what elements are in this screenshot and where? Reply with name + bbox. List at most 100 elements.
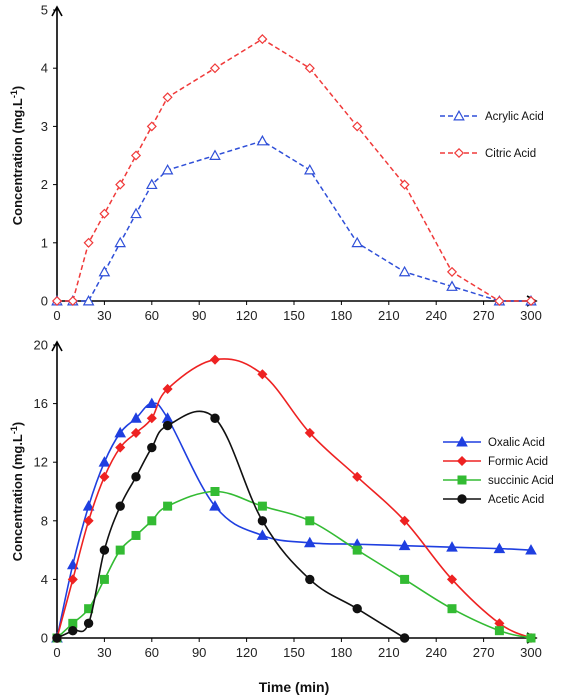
citric-acid-point bbox=[83, 237, 94, 248]
citric-acid-line bbox=[57, 38, 531, 302]
citric-acid-point bbox=[352, 121, 363, 132]
acrylic-acid-point bbox=[145, 178, 158, 190]
oxalic-acid-point bbox=[114, 426, 127, 438]
x-tick-label: 210 bbox=[378, 308, 400, 323]
oxalic-acid-point bbox=[130, 412, 142, 423]
formic-acid-point bbox=[99, 471, 110, 482]
x-tick-label: 60 bbox=[145, 308, 159, 323]
formic-acid-point bbox=[209, 354, 221, 365]
chart-panel-2: 0 30 60 90 120 150 180 210 240 270 300 0 4 8 12 16 20 Con… bbox=[9, 338, 554, 696]
acrylic-acid-point bbox=[351, 236, 364, 248]
oxalic-acid-point bbox=[66, 558, 79, 570]
oxalic-acid-point bbox=[525, 544, 537, 555]
y-tick-label: 4 bbox=[41, 61, 48, 76]
formic-acid-point bbox=[399, 515, 410, 526]
acetic-acid-point bbox=[257, 516, 268, 526]
citric-acid-point bbox=[209, 63, 221, 74]
chart-panel-1: 0 30 60 90 120 150 180 210 240 270 300 0 1 2 3 4 5 Concen… bbox=[9, 3, 544, 324]
formic-acid-point bbox=[304, 427, 315, 438]
y-tick-label: 0 bbox=[41, 631, 48, 646]
succinic-acid-point bbox=[147, 516, 157, 526]
y-tick-label: 2 bbox=[41, 177, 48, 192]
legend-label: Acetic Acid bbox=[488, 494, 544, 506]
citric-acid-point bbox=[399, 179, 410, 190]
formic-acid-point bbox=[115, 442, 126, 453]
acrylic-acid-point bbox=[82, 294, 95, 306]
y-tick-label: 12 bbox=[34, 455, 48, 470]
citric-acid-point bbox=[67, 295, 78, 307]
x-tick-label: 300 bbox=[520, 645, 542, 660]
oxalic-acid-point bbox=[82, 500, 95, 511]
legend-item-citric-acid: Citric Acid bbox=[440, 147, 536, 160]
legend-label: succinic Acid bbox=[488, 475, 554, 487]
acrylic-acid-point bbox=[209, 149, 221, 160]
oxalic-acid-point bbox=[303, 536, 316, 548]
x-tick-label: 0 bbox=[53, 645, 60, 660]
succinic-acid-point bbox=[115, 545, 125, 555]
acetic-acid-point bbox=[52, 633, 62, 643]
succinic-acid-point bbox=[99, 574, 109, 584]
x-tick-label: 210 bbox=[378, 645, 400, 660]
x-tick-label: 150 bbox=[283, 645, 305, 660]
legend-item-succinic-acid: succinic Acid bbox=[443, 475, 554, 487]
oxalic-acid-point bbox=[398, 539, 411, 551]
formic-acid-point bbox=[83, 515, 94, 526]
y-tick-label: 4 bbox=[41, 572, 48, 587]
series-citric-acid bbox=[51, 34, 537, 307]
acrylic-acid-point bbox=[303, 164, 316, 175]
succinic-acid-point bbox=[526, 633, 536, 643]
y-tick-label: 0 bbox=[41, 294, 48, 309]
x-tick-label: 120 bbox=[236, 645, 258, 660]
x-tick-label: 270 bbox=[473, 645, 495, 660]
citric-acid-point bbox=[146, 121, 157, 132]
oxalic-acid-point bbox=[161, 412, 174, 423]
succinic-acid-point bbox=[352, 545, 362, 555]
x-tick-label: 240 bbox=[425, 645, 447, 660]
citric-acid-point bbox=[99, 208, 110, 219]
series-acetic-acid bbox=[52, 410, 410, 643]
succinic-acid-point bbox=[257, 501, 267, 511]
legend-item-acrylic-acid: Acrylic Acid bbox=[440, 109, 544, 123]
y-tick-label: 16 bbox=[34, 396, 48, 411]
formic-acid-point bbox=[67, 574, 78, 585]
citric-acid-point bbox=[130, 150, 142, 161]
acrylic-acid-point bbox=[130, 207, 142, 219]
formic-acid-point bbox=[257, 369, 268, 380]
succinic-acid-point bbox=[210, 487, 220, 496]
x-tick-label: 300 bbox=[520, 308, 542, 323]
succinic-acid-point bbox=[494, 626, 504, 636]
legend-label: Citric Acid bbox=[485, 148, 536, 160]
acrylic-acid-point bbox=[398, 265, 411, 277]
legend-formic-acid-point bbox=[456, 455, 468, 467]
x-tick-label: 30 bbox=[97, 645, 111, 660]
legend-oxalic-acid-point bbox=[456, 435, 468, 447]
legend-label: Acrylic Acid bbox=[485, 111, 544, 123]
legend-item-acetic-acid: Acetic Acid bbox=[443, 494, 544, 506]
x-tick-label: 270 bbox=[473, 308, 495, 323]
formic-acid-point bbox=[446, 574, 458, 585]
legend-label: Oxalic Acid bbox=[488, 437, 545, 449]
oxalic-acid-point bbox=[209, 500, 221, 511]
formic-acid-point bbox=[352, 471, 363, 482]
formic-acid-point bbox=[130, 427, 142, 438]
y-tick-label: 20 bbox=[34, 338, 48, 353]
acrylic-acid-line bbox=[57, 140, 531, 302]
legend-acetic-acid-point bbox=[457, 494, 467, 504]
y-tick-label: 8 bbox=[41, 513, 48, 528]
acetic-acid-point bbox=[210, 413, 220, 423]
x-tick-label: 30 bbox=[97, 308, 111, 323]
citric-acid-point bbox=[257, 34, 268, 45]
y-tick-label: 1 bbox=[41, 235, 48, 250]
acrylic-acid-point bbox=[98, 265, 111, 277]
legend-item-oxalic-acid: Oxalic Acid bbox=[443, 435, 545, 449]
x-tick-label: 0 bbox=[53, 308, 60, 323]
acetic-acid-point bbox=[115, 501, 125, 511]
formic-acid-point bbox=[162, 383, 173, 394]
acetic-acid-point bbox=[99, 545, 110, 555]
x-tick-label: 90 bbox=[192, 645, 206, 660]
x-tick-label: 150 bbox=[283, 308, 305, 323]
legend-item-formic-acid: Formic Acid bbox=[443, 455, 548, 468]
acetic-acid-point bbox=[68, 625, 78, 636]
